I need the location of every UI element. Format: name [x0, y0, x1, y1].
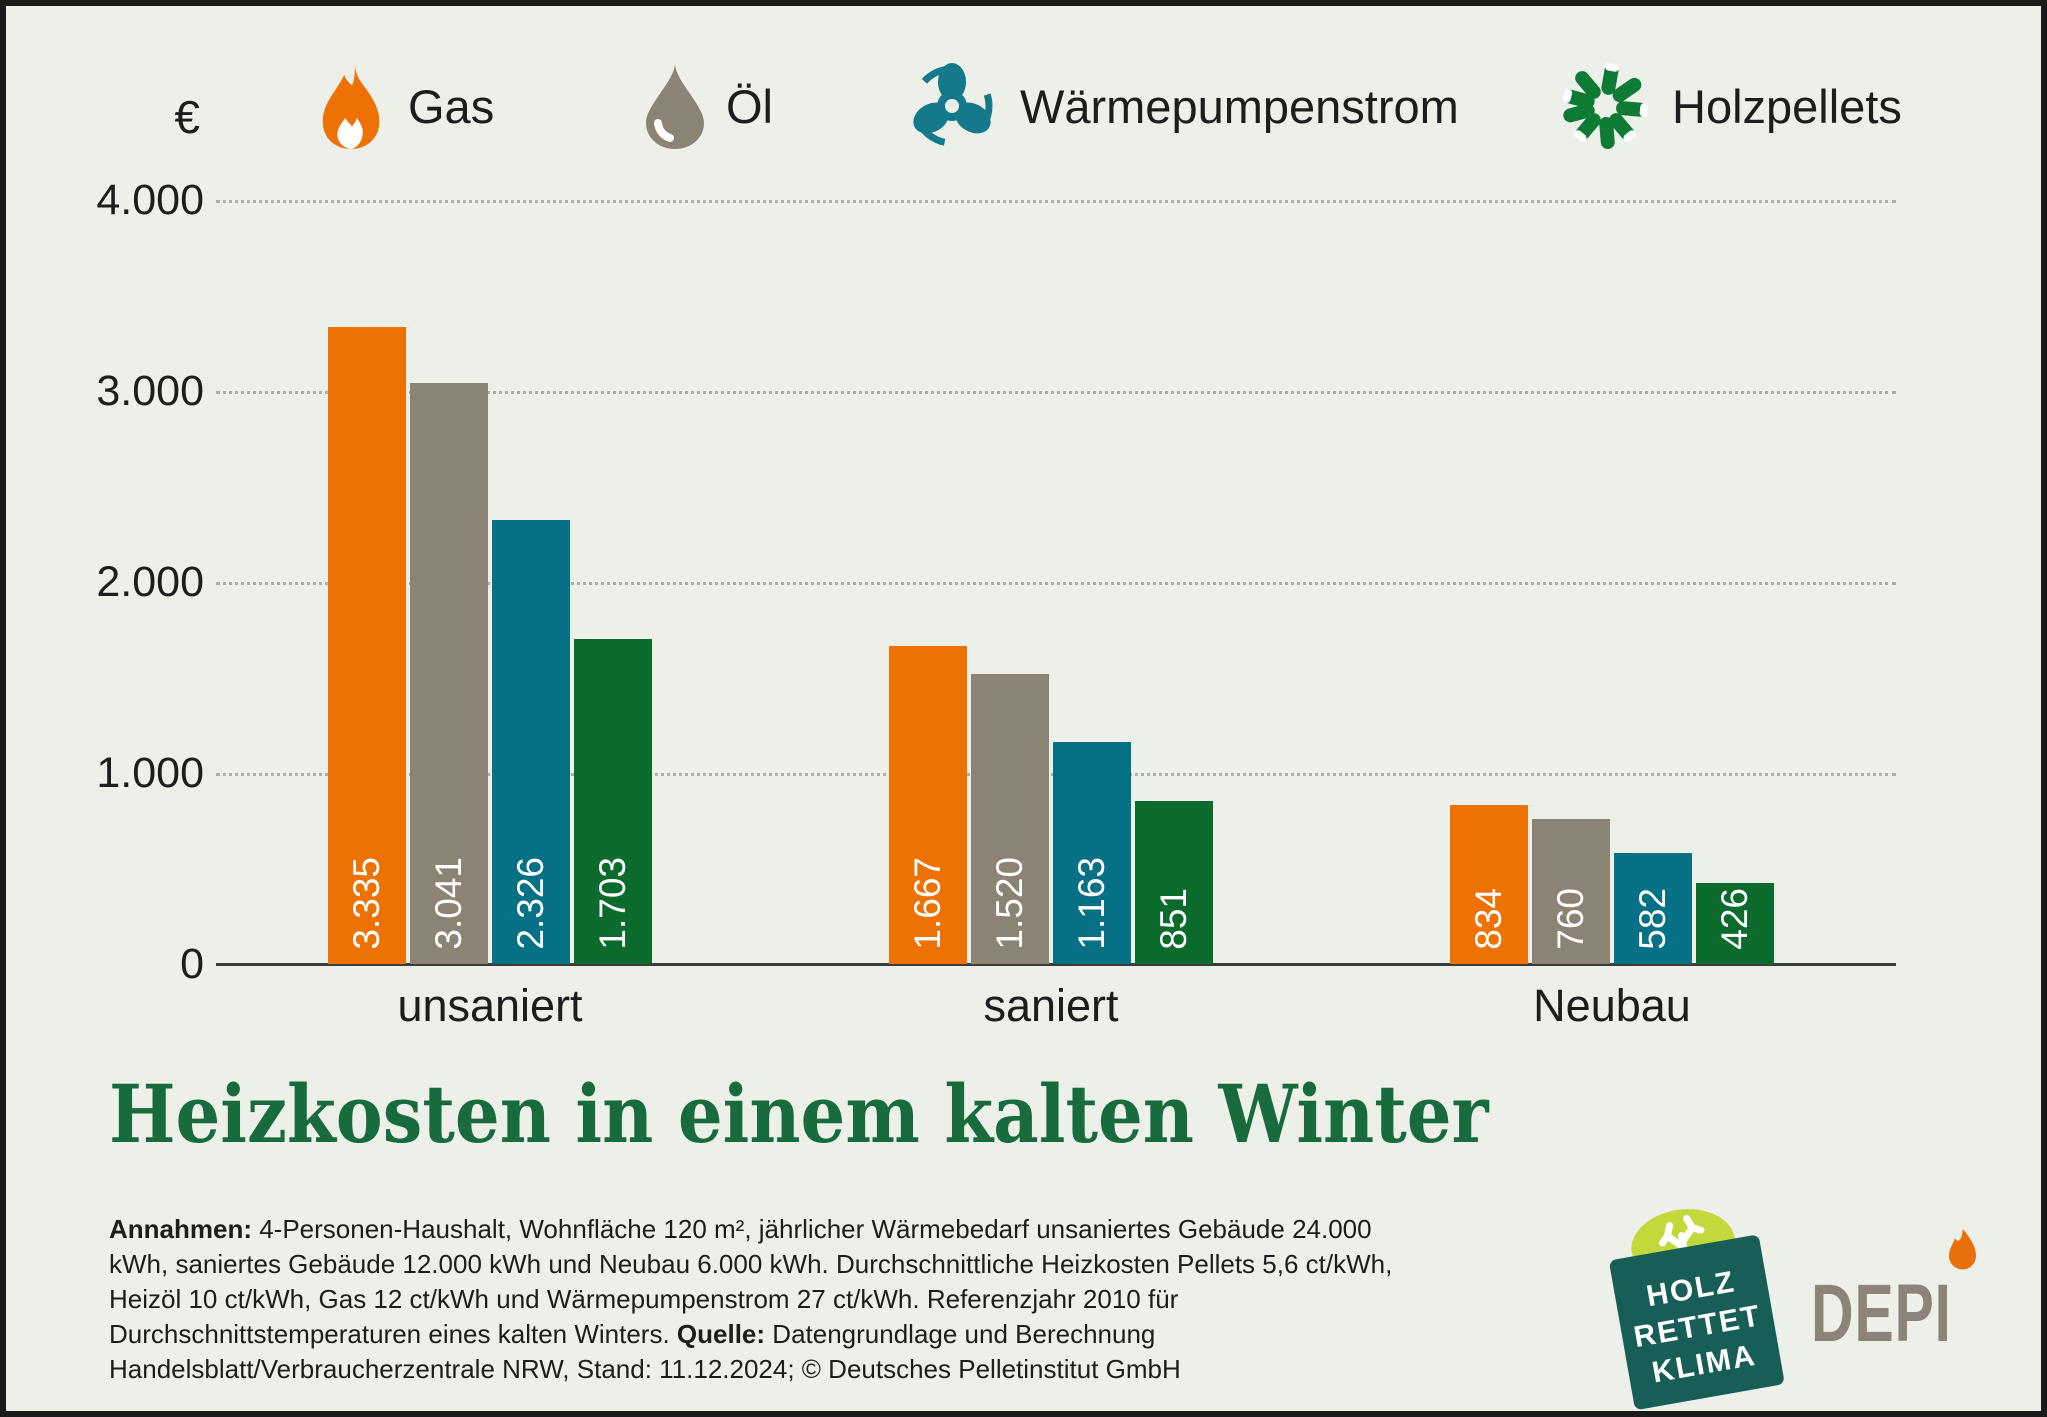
legend-item-oil: Öl [646, 54, 773, 158]
depi-flame-icon [1949, 1229, 1976, 1270]
category-label-unsaniert: unsaniert [397, 980, 583, 1031]
bar-group-saniert: 1.667 1.520 1.163 851 [889, 200, 1213, 964]
fan-icon [911, 63, 993, 147]
footnote-quelle-text: Datengrundlage und Berechnung Handelsbla… [109, 1319, 1181, 1384]
legend-item-gas: Gas [322, 54, 494, 158]
footnote: Annahmen: 4-Personen-Haushalt, Wohnfläch… [109, 1212, 1409, 1387]
pellets-icon [1562, 62, 1649, 149]
bar-wärmepumpenstrom-saniert: 1.163 [1053, 741, 1131, 964]
category-label-saniert: saniert [983, 980, 1119, 1031]
bar-value-label: 1.520 [989, 857, 1030, 950]
flame-icon [322, 63, 380, 149]
bar-gas-saniert: 1.667 [889, 645, 967, 964]
holz-rettet-klima-square: HOLZ RETTET KLIMA [1608, 1234, 1785, 1411]
oil-drop-icon [646, 63, 704, 149]
legend-item-holzpellets: Holzpellets [1560, 54, 1902, 158]
bar-value-label: 760 [1550, 888, 1591, 950]
legend-item-waermepumpenstrom: Wärmepumpenstrom [906, 54, 1459, 158]
y-tick-0: 0 [180, 940, 204, 988]
bar-öl-unsaniert: 3.041 [410, 383, 488, 964]
footnote-quelle-label: Quelle: [676, 1319, 766, 1349]
footnote-annahmen-text: 4-Personen-Haushalt, Wohnfläche 120 m², … [109, 1214, 1393, 1349]
depi-wordmark: DEPI [1811, 1268, 1952, 1359]
chart-title: Heizkosten in einem kalten Winter [109, 1067, 1489, 1161]
bar-value-label: 851 [1153, 888, 1194, 950]
bar-öl-saniert: 1.520 [971, 673, 1049, 964]
bar-holzpellets-saniert: 851 [1135, 801, 1213, 964]
bar-value-label: 1.667 [907, 857, 948, 950]
legend-label-oil: Öl [726, 79, 773, 133]
bar-wärmepumpenstrom-unsaniert: 2.326 [492, 519, 570, 964]
plot-area: 3.335 3.041 2.326 1.703 1.667 1.520 1.163 851 83… [216, 200, 1896, 966]
y-tick-1000: 1.000 [96, 749, 204, 797]
bar-value-label: 1.163 [1071, 857, 1112, 950]
bar-gas-neubau: 834 [1450, 804, 1528, 964]
bar-value-label: 3.335 [346, 857, 387, 950]
bar-öl-neubau: 760 [1532, 818, 1610, 964]
y-tick-4000: 4.000 [96, 176, 204, 224]
bar-value-label: 3.041 [428, 857, 469, 950]
holz-rettet-klima-logo: HOLZ RETTET KLIMA [1598, 1191, 1797, 1411]
footnote-annahmen-label: Annahmen: [109, 1214, 252, 1244]
bar-holzpellets-neubau: 426 [1696, 882, 1774, 964]
legend-label-waermepumpenstrom: Wärmepumpenstrom [1020, 79, 1459, 133]
gridline-3000 [216, 391, 1896, 394]
legend-label-gas: Gas [408, 79, 495, 133]
bar-gas-unsaniert: 3.335 [328, 327, 406, 964]
y-tick-3000: 3.000 [96, 367, 204, 415]
bar-value-label: 582 [1632, 888, 1673, 950]
bar-value-label: 426 [1714, 888, 1755, 950]
bar-value-label: 834 [1468, 888, 1509, 950]
gridline-4000 [216, 200, 1896, 203]
bar-group-unsaniert: 3.335 3.041 2.326 1.703 [328, 200, 652, 964]
bar-value-label: 2.326 [510, 857, 551, 950]
y-tick-2000: 2.000 [96, 558, 204, 606]
bar-group-Neubau: 834 760 582 426 [1450, 200, 1774, 964]
x-axis-line [216, 963, 1896, 966]
legend-label-holzpellets: Holzpellets [1672, 79, 1902, 133]
bar-wärmepumpenstrom-neubau: 582 [1614, 852, 1692, 964]
bar-value-label: 1.703 [592, 857, 633, 950]
category-label-neubau: Neubau [1533, 980, 1691, 1031]
depi-logo: DEPI [1811, 1211, 2001, 1356]
y-axis-unit: € [174, 91, 200, 143]
bar-holzpellets-unsaniert: 1.703 [574, 638, 652, 964]
gridline-2000 [216, 582, 1896, 585]
